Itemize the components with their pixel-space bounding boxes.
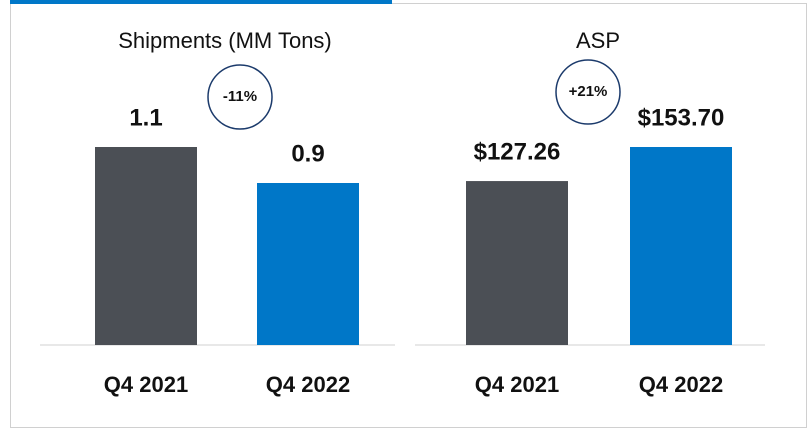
annotation: +21% [569, 83, 608, 100]
bar [257, 183, 359, 345]
category-label: Q4 2021 [104, 372, 188, 397]
bar [466, 181, 568, 345]
category-label: Q4 2021 [475, 372, 559, 397]
value-label: $127.26 [474, 138, 561, 165]
chart-title: Shipments (MM Tons) [118, 28, 332, 53]
top-accent [10, 0, 392, 4]
annotation-circle [207, 64, 273, 130]
category-label: Q4 2022 [266, 372, 350, 397]
category-label: Q4 2022 [639, 372, 723, 397]
chart-title: ASP [576, 28, 620, 53]
annotation: -11% [223, 88, 257, 105]
bar [95, 147, 197, 345]
value-label: $153.70 [638, 104, 725, 131]
value-label: 0.9 [291, 140, 324, 167]
value-label: 1.1 [129, 104, 162, 131]
bar [630, 147, 732, 345]
annotation-circle [555, 59, 621, 125]
